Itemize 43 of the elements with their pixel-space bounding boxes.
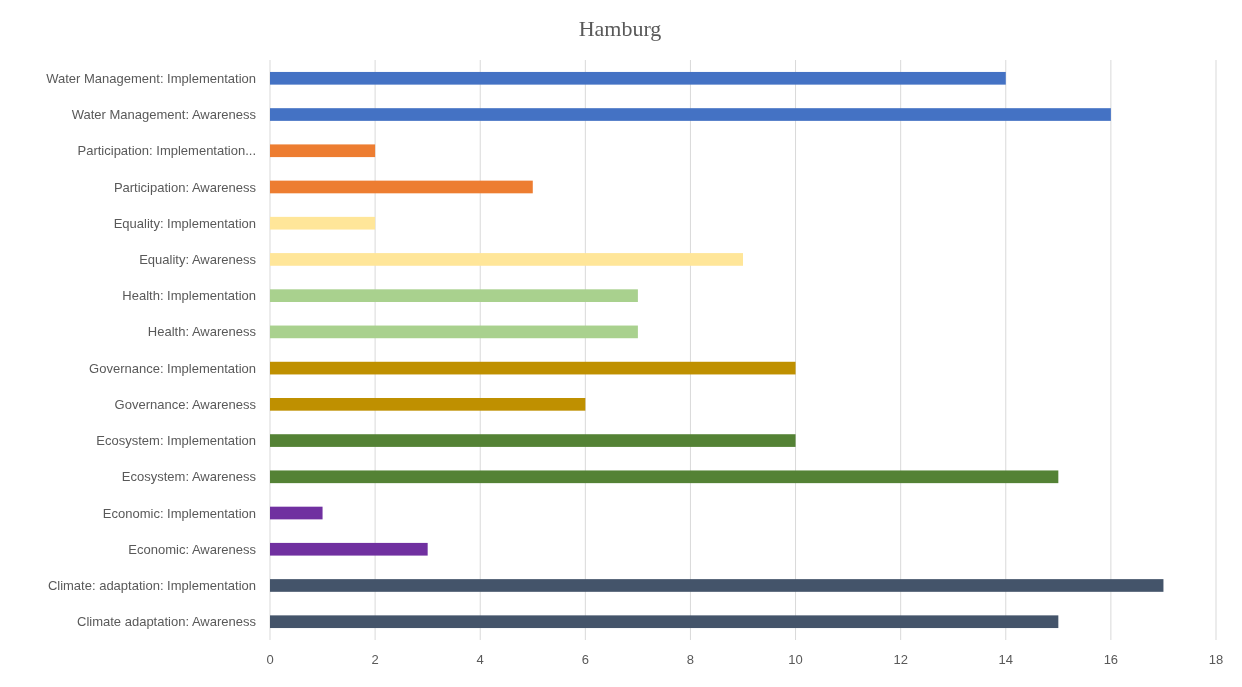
x-tick-label: 10 (788, 652, 803, 667)
x-tick-label: 18 (1208, 652, 1224, 667)
bar (270, 615, 1059, 629)
y-tick-label: Ecosystem: Implementation (96, 433, 256, 449)
y-tick-label: Climate adaptation: Awareness (77, 614, 257, 630)
y-tick-label: Equality: Implementation (113, 215, 256, 231)
bar (270, 470, 1059, 484)
bar (270, 398, 586, 411)
y-tick-label: Governance: Implementation (89, 360, 256, 376)
y-tick-label: Water Management: Awareness (71, 107, 257, 123)
bar (270, 361, 796, 375)
x-tick-label: 14 (998, 652, 1014, 667)
x-tick-label: 0 (266, 652, 274, 667)
bar (270, 325, 638, 339)
x-tick-label: 2 (371, 652, 379, 667)
y-tick-label: Health: Awareness (147, 324, 257, 340)
bar (270, 216, 376, 230)
x-tick-label: 12 (893, 652, 908, 667)
bar (270, 144, 376, 158)
y-tick-label: Economic: Awareness (128, 541, 257, 557)
y-tick-label: Participation: Awareness (113, 179, 257, 195)
bar (270, 434, 796, 447)
x-tick-label: 6 (581, 652, 589, 667)
bar (270, 108, 1111, 121)
bar (270, 542, 428, 556)
y-tick-label: Water Management: Implementation (46, 70, 256, 86)
y-tick-label: Economic: Implementation (102, 505, 256, 521)
y-tick-label: Participation: Implementation... (77, 143, 256, 159)
x-tick-label: 4 (476, 652, 484, 667)
x-tick-label: 16 (1103, 652, 1119, 667)
y-tick-label: Equality: Awareness (139, 251, 257, 267)
bar (270, 180, 533, 194)
y-tick-label: Governance: Awareness (114, 396, 257, 412)
bar (270, 71, 1006, 85)
chart-title: Hamburg (578, 16, 662, 41)
y-tick-label: Health: Implementation (122, 288, 256, 304)
x-tick-label: 8 (686, 652, 695, 667)
bar (270, 289, 638, 302)
y-tick-label: Ecosystem: Awareness (121, 469, 257, 485)
y-tick-label: Climate: adaptation: Implementation (47, 578, 256, 594)
bar (270, 579, 1164, 592)
bar (270, 253, 743, 266)
bar (270, 506, 323, 520)
